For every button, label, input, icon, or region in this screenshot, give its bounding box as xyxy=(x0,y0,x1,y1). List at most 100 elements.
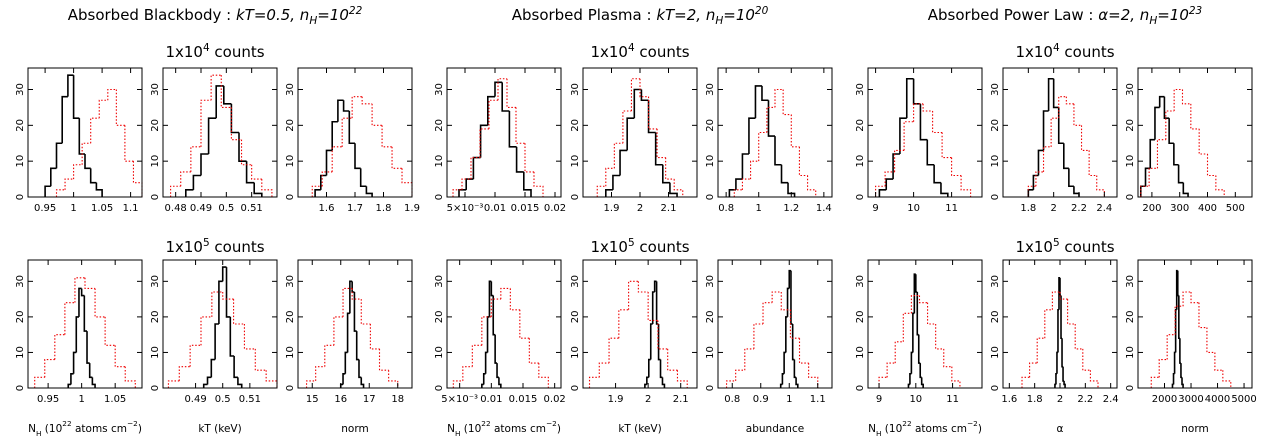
y-tick-label: 10 xyxy=(570,346,581,359)
histogram-bin xyxy=(91,377,96,388)
histogram-bin xyxy=(508,111,517,148)
x-tick-label: 0.8 xyxy=(724,394,740,405)
histogram-bin xyxy=(472,156,481,180)
x-tick-label: 400 xyxy=(1198,203,1217,214)
histogram-bin xyxy=(748,117,756,154)
y-tick-label: 20 xyxy=(570,311,581,324)
histogram-bin xyxy=(588,376,600,388)
histogram-bin xyxy=(94,288,106,318)
histogram-bin xyxy=(910,351,913,374)
row-label: 1x104 counts xyxy=(165,42,264,61)
text-part: =10 xyxy=(1157,6,1189,24)
histogram-bin xyxy=(657,324,661,361)
histogram-bin xyxy=(655,281,659,325)
histogram-bin xyxy=(886,362,896,378)
histogram-bin xyxy=(124,125,134,162)
histogram-bin xyxy=(673,179,684,197)
x-tick-label: 16 xyxy=(334,394,347,405)
histogram-bin xyxy=(170,185,181,197)
histogram-bin xyxy=(220,75,232,108)
histogram-bin xyxy=(90,117,100,144)
y-tick-label: 30 xyxy=(285,83,296,96)
histogram-bin xyxy=(922,103,933,112)
histogram-bin xyxy=(618,309,629,339)
x-tick-label: 300 xyxy=(1170,203,1189,214)
histogram-bin xyxy=(1198,302,1207,329)
histogram-bin xyxy=(1149,138,1155,169)
histogram-bin xyxy=(484,351,488,374)
group-title: Absorbed Blackbody : kT=0.5, nH=1022 xyxy=(68,5,363,27)
y-tick-label: 20 xyxy=(15,119,26,132)
plot-frame xyxy=(446,67,562,198)
histogram-bin xyxy=(494,334,498,364)
histogram-bin xyxy=(1058,96,1067,119)
y-tick-label: 20 xyxy=(855,119,866,132)
x-tick-label: 500 xyxy=(1226,203,1245,214)
histogram-bin xyxy=(315,366,325,381)
text-part: H xyxy=(1149,15,1157,27)
text-part: Absorbed Plasma : xyxy=(512,6,657,24)
histogram-bin xyxy=(1165,110,1175,140)
y-tick-label: 0 xyxy=(570,385,581,391)
histogram-bin xyxy=(662,164,670,184)
histogram-bin xyxy=(913,103,924,122)
histogram-bin xyxy=(1044,309,1053,339)
histogram-bin xyxy=(490,298,501,317)
x-axis-label: abundance xyxy=(746,423,804,435)
x-tick-label: 1.2 xyxy=(783,203,799,214)
histogram-bin xyxy=(626,117,635,151)
histogram-bin xyxy=(1036,337,1045,364)
histogram-bin xyxy=(67,383,71,388)
y-tick-label: 30 xyxy=(15,83,26,96)
histogram-bin xyxy=(1057,107,1064,145)
histogram-bin xyxy=(1158,359,1168,378)
histogram-bin xyxy=(355,331,359,361)
histogram-bin xyxy=(189,344,201,367)
histogram-bin xyxy=(1163,96,1170,119)
text-part: α=2, n xyxy=(1098,6,1149,24)
histogram-bin xyxy=(378,348,389,371)
text-part: =10 xyxy=(317,6,349,24)
histogram-bin xyxy=(1063,143,1069,170)
histogram-bin xyxy=(54,334,65,360)
histogram-bin xyxy=(785,316,788,353)
text-part: H xyxy=(455,429,461,438)
histogram-bin xyxy=(894,341,904,364)
histogram-bin xyxy=(114,345,126,368)
histogram-bin xyxy=(1073,103,1082,126)
histogram-bin xyxy=(351,288,362,300)
histogram-bin xyxy=(926,139,935,166)
histogram-bin xyxy=(348,111,355,145)
y-tick-label: 10 xyxy=(434,155,445,168)
histogram-bin xyxy=(932,111,943,134)
text-part: 5 xyxy=(1053,237,1060,249)
histogram-bin xyxy=(733,189,743,197)
text-part: counts xyxy=(635,43,690,61)
histogram-bin xyxy=(306,380,316,388)
histogram-bin xyxy=(1182,291,1192,307)
histogram-bin xyxy=(245,161,255,184)
histogram-bin xyxy=(654,132,663,166)
y-tick-label: 10 xyxy=(150,346,161,359)
histogram-bin xyxy=(781,372,785,385)
x-tick-label: 2 xyxy=(645,394,651,405)
histogram-bin xyxy=(766,106,775,133)
histogram-bin xyxy=(358,359,362,379)
y-tick-label: 20 xyxy=(990,311,1001,324)
histogram-bin xyxy=(185,189,194,197)
histogram-bin xyxy=(78,287,82,317)
histogram-bin xyxy=(344,351,348,374)
histogram-bin xyxy=(892,153,900,180)
histogram-bin xyxy=(458,189,467,197)
histogram-bin xyxy=(1181,377,1184,388)
histogram-bin xyxy=(916,292,919,336)
histogram-bin xyxy=(1206,327,1215,353)
histogram-bin xyxy=(67,74,74,97)
histogram-bin xyxy=(774,136,782,166)
y-tick-label: 30 xyxy=(855,83,866,96)
x-tick-label: 1 xyxy=(78,394,84,405)
histogram-bin xyxy=(124,366,136,388)
histogram-bin xyxy=(233,299,245,325)
histogram-bin xyxy=(515,107,525,144)
histogram-bin xyxy=(86,331,90,364)
